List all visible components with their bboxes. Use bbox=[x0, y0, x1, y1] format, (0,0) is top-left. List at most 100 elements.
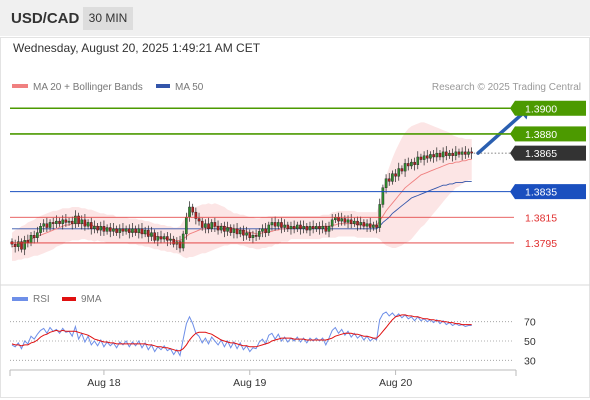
candle bbox=[131, 223, 134, 238]
rsi-ma-legend-swatch bbox=[62, 297, 76, 301]
candle-body bbox=[235, 228, 239, 235]
legend-ma20-label: MA 20 + Bollinger Bands bbox=[33, 82, 143, 93]
level-label-support: 1.3795 bbox=[525, 238, 557, 250]
candle-body bbox=[48, 222, 52, 228]
candle-body bbox=[64, 219, 68, 223]
candle-body bbox=[42, 223, 46, 227]
candle bbox=[245, 226, 248, 240]
candle-body bbox=[441, 151, 445, 158]
candle-body bbox=[77, 215, 80, 224]
candle-body bbox=[39, 226, 42, 233]
candle-body bbox=[324, 226, 328, 232]
candle-body bbox=[270, 222, 274, 226]
candle-body bbox=[273, 222, 277, 227]
candle-body bbox=[134, 228, 137, 233]
candle bbox=[207, 217, 210, 234]
candle bbox=[457, 148, 461, 158]
candle bbox=[235, 223, 239, 239]
candle-body bbox=[467, 151, 470, 155]
candle-body bbox=[112, 228, 115, 232]
candle-body bbox=[340, 218, 343, 222]
candle bbox=[226, 221, 229, 236]
candle bbox=[143, 226, 147, 238]
candle-body bbox=[315, 226, 318, 230]
candle bbox=[242, 225, 245, 241]
candle-body bbox=[292, 226, 296, 230]
candle-body bbox=[242, 229, 245, 236]
candle-body bbox=[261, 228, 264, 232]
candle-body bbox=[254, 235, 258, 237]
legend-ma50-label: MA 50 bbox=[175, 82, 204, 93]
level-tag-pointer bbox=[510, 100, 515, 116]
candle-body bbox=[118, 228, 122, 233]
candle-body bbox=[13, 243, 17, 247]
candle-body bbox=[226, 227, 229, 232]
candle-body bbox=[286, 224, 290, 230]
candle bbox=[23, 235, 26, 256]
candle bbox=[219, 223, 223, 234]
candle bbox=[223, 221, 226, 238]
candle-body bbox=[185, 217, 188, 235]
candle-body bbox=[296, 224, 299, 230]
candle bbox=[36, 226, 39, 243]
candle-body bbox=[166, 236, 169, 241]
candle bbox=[359, 216, 363, 230]
candle-body bbox=[137, 228, 141, 233]
candle bbox=[118, 224, 122, 239]
symbol-title: USD/CAD bbox=[11, 10, 80, 27]
header-bar: USD/CAD 30 MIN bbox=[0, 0, 590, 36]
candle bbox=[74, 210, 77, 229]
level-label-resistance: 1.3900 bbox=[510, 100, 586, 116]
candle-body bbox=[127, 228, 131, 233]
candle bbox=[464, 146, 467, 159]
candle bbox=[102, 220, 106, 236]
candle-body bbox=[280, 222, 283, 228]
candle-body bbox=[124, 228, 128, 232]
candle bbox=[39, 223, 42, 236]
candle bbox=[124, 225, 128, 235]
candle-body bbox=[448, 152, 451, 156]
candle bbox=[257, 228, 261, 240]
candle-body bbox=[147, 229, 150, 237]
candle bbox=[416, 151, 420, 170]
candle-body bbox=[153, 232, 156, 241]
candle-body bbox=[156, 236, 160, 241]
rsi-line bbox=[11, 311, 472, 357]
candle-body bbox=[343, 218, 347, 223]
candle-body bbox=[464, 151, 467, 155]
candle bbox=[153, 229, 156, 244]
candle bbox=[251, 230, 255, 244]
candle bbox=[150, 226, 153, 241]
candle bbox=[286, 221, 290, 233]
candle-body bbox=[387, 178, 391, 182]
candle-body bbox=[435, 152, 439, 158]
candle bbox=[381, 184, 385, 208]
rsi-tick-label: 70 bbox=[524, 317, 536, 329]
candle bbox=[305, 223, 309, 234]
candle bbox=[115, 225, 118, 236]
candle bbox=[460, 147, 464, 161]
candle bbox=[232, 224, 236, 239]
candle-body bbox=[308, 226, 312, 231]
candle bbox=[289, 221, 293, 235]
candle-body bbox=[299, 224, 302, 230]
candle bbox=[216, 220, 220, 235]
candle bbox=[166, 232, 169, 247]
candle bbox=[273, 216, 277, 231]
candle bbox=[406, 157, 410, 171]
candle-body bbox=[238, 229, 242, 235]
timeframe-button[interactable]: 30 MIN bbox=[83, 7, 133, 30]
candle bbox=[292, 220, 296, 234]
candle-body bbox=[162, 236, 166, 240]
candle-body bbox=[181, 233, 185, 249]
candle bbox=[270, 217, 274, 231]
candle bbox=[308, 221, 312, 236]
candle bbox=[58, 217, 61, 227]
candle-body bbox=[67, 220, 71, 223]
candle-body bbox=[397, 168, 401, 177]
rsi-legend-swatch bbox=[12, 297, 28, 301]
candle-body bbox=[20, 241, 23, 250]
level-value: 1.3880 bbox=[525, 129, 557, 141]
candle bbox=[248, 229, 252, 241]
candle bbox=[368, 217, 372, 233]
